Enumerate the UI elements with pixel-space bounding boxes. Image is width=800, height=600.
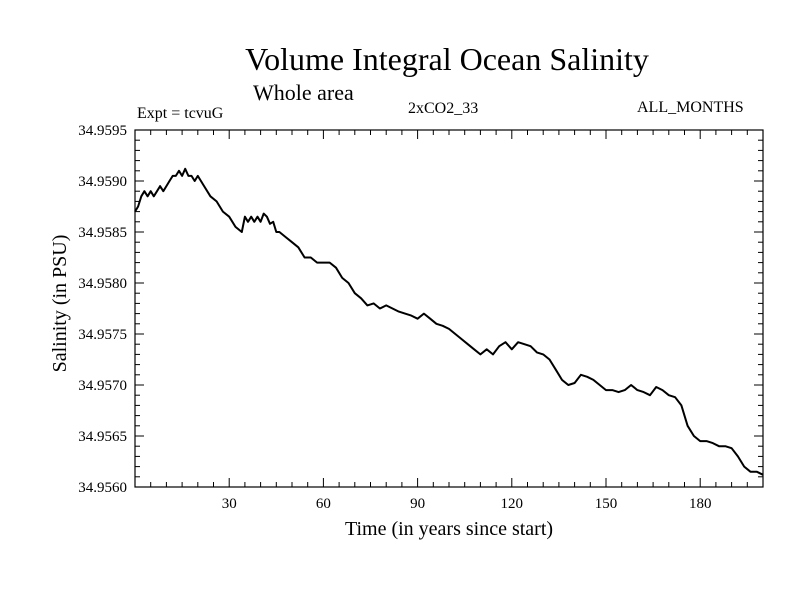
months-label: ALL_MONTHS: [637, 99, 744, 116]
x-tick-label: 30: [222, 496, 237, 512]
experiment-label: Expt = tcvuG: [137, 105, 224, 122]
x-axis-label: Time (in years since start): [345, 518, 553, 540]
x-tick-label: 60: [316, 496, 331, 512]
tick-marks: [135, 130, 763, 487]
y-tick-label: 34.9565: [78, 429, 127, 445]
chart-subtitle: Whole area: [253, 80, 354, 105]
y-tick-label: 34.9590: [78, 174, 127, 190]
salinity-series-line: [134, 167, 764, 476]
chart-title: Volume Integral Ocean Salinity: [245, 41, 649, 77]
y-tick-label: 34.9560: [78, 480, 127, 496]
tick-labels: 30 60 90 120 150 180 34.9560 34.9565 34.9570 34.9…: [78, 123, 711, 512]
x-tick-label: 90: [410, 496, 425, 512]
x-tick-label: 150: [595, 496, 618, 512]
y-tick-label: 34.9575: [78, 327, 127, 343]
plot-frame: [134, 129, 764, 488]
y-tick-label: 34.9585: [78, 225, 127, 241]
y-tick-label: 34.9595: [78, 123, 127, 139]
y-axis-label: Salinity (in PSU): [49, 235, 71, 373]
y-tick-label: 34.9580: [78, 276, 127, 292]
run-label: 2xCO2_33: [408, 100, 479, 117]
y-tick-label: 34.9570: [78, 378, 127, 394]
x-tick-label: 120: [501, 496, 524, 512]
x-tick-label: 180: [689, 496, 712, 512]
